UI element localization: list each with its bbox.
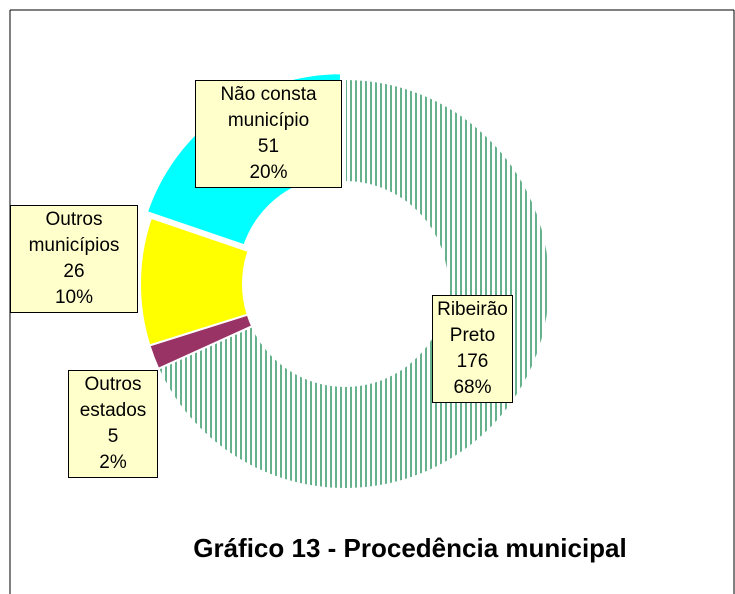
- donut-slice: [139, 216, 250, 347]
- label-value: 176: [456, 351, 489, 372]
- label-value: 51: [257, 136, 280, 157]
- label-percent: 20%: [249, 162, 288, 183]
- label-category: Ribeirão Preto: [437, 299, 508, 346]
- chart-title: Gráfico 13 - Procedência municipal: [193, 533, 627, 563]
- label-category: Não consta município: [220, 84, 317, 131]
- data-label: Ribeirão Preto 176 68%: [432, 295, 513, 403]
- data-label: Não consta município 51 20%: [195, 80, 342, 188]
- label-category: Outros municípios: [28, 209, 120, 256]
- label-percent: 68%: [453, 377, 492, 398]
- label-value: 5: [107, 426, 119, 447]
- label-percent: 2%: [99, 452, 127, 473]
- data-label: Outros estados 5 2%: [68, 370, 158, 478]
- data-label: Outros municípios 26 10%: [10, 205, 138, 313]
- label-percent: 10%: [54, 287, 94, 308]
- label-category: Outros estados: [79, 374, 147, 421]
- label-value: 26: [63, 261, 85, 282]
